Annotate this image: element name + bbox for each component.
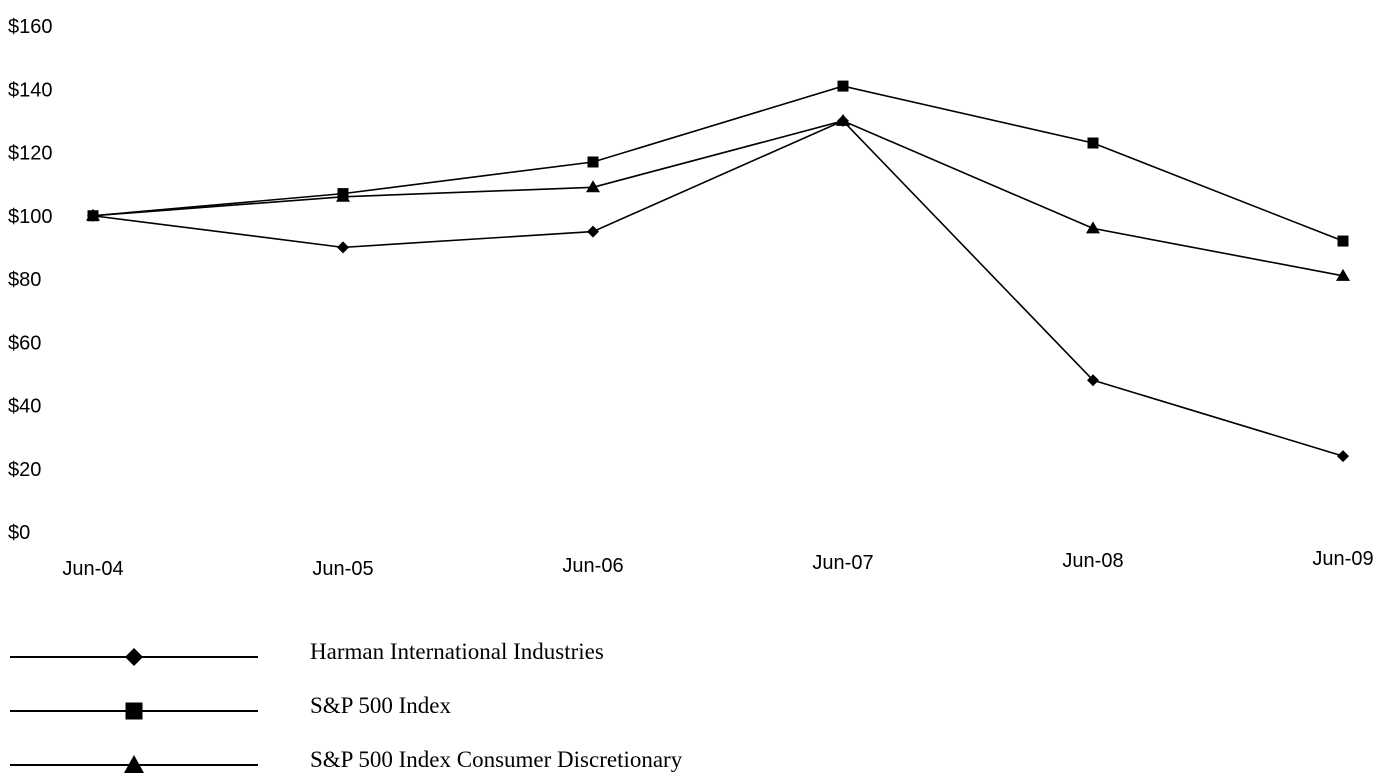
x-tick-label: Jun-08 — [1062, 550, 1123, 572]
legend-item: Harman International Industries — [10, 639, 604, 666]
data-point-diamond — [1337, 450, 1349, 463]
y-tick-label: $60 — [8, 332, 41, 354]
y-tick-label: $100 — [8, 206, 53, 228]
series-triangle — [86, 113, 1350, 281]
series-line — [92, 85, 1344, 242]
legend-square-marker — [125, 702, 143, 720]
x-tick-label: Jun-07 — [812, 552, 873, 574]
data-point-triangle — [836, 113, 850, 126]
y-tick-label: $20 — [8, 459, 41, 481]
series-line — [92, 119, 1344, 457]
data-point-triangle — [586, 180, 600, 193]
legend-label: Harman International Industries — [310, 639, 604, 664]
data-point-diamond — [337, 241, 349, 254]
y-tick-label: $160 — [8, 16, 53, 38]
series-layer — [86, 80, 1350, 463]
y-tick-label: $0 — [8, 522, 30, 544]
data-point-triangle — [336, 189, 350, 202]
data-point-triangle — [1336, 268, 1350, 281]
y-tick-label: $80 — [8, 269, 41, 291]
y-tick-label: $140 — [8, 79, 53, 101]
legend-item: S&P 500 Index — [10, 693, 451, 720]
legend: Harman International Industries S&P 500 I… — [10, 639, 683, 773]
legend-diamond-marker — [125, 648, 143, 666]
y-tick-label: $120 — [8, 143, 53, 165]
x-tick-label: Jun-04 — [62, 558, 123, 580]
data-point-diamond — [1087, 374, 1099, 387]
data-point-triangle — [1086, 221, 1100, 234]
x-tick-label: Jun-05 — [312, 558, 373, 580]
data-point-square — [1337, 235, 1349, 247]
legend-item: S&P 500 Index Consumer Discretionary — [10, 747, 683, 773]
series-square — [87, 80, 1349, 247]
data-point-square — [837, 80, 849, 92]
x-axis-ticks: Jun-04 Jun-05 Jun-06 Jun-07 Jun-08 Jun-09 — [62, 548, 1373, 580]
y-tick-label: $40 — [8, 396, 41, 418]
data-point-triangle — [86, 208, 100, 221]
legend-label: S&P 500 Index Consumer Discretionary — [310, 747, 683, 772]
legend-triangle-marker — [124, 755, 144, 773]
x-tick-label: Jun-06 — [562, 555, 623, 577]
y-axis-ticks: $0 $20 $40 $60 $80 $100 $120 $140 $160 — [8, 16, 53, 544]
data-point-square — [587, 156, 599, 168]
legend-label: S&P 500 Index — [310, 693, 451, 718]
x-tick-label: Jun-09 — [1312, 548, 1373, 570]
series-diamond — [87, 114, 1349, 463]
data-point-diamond — [587, 225, 599, 238]
series-line — [92, 120, 1344, 277]
data-point-square — [1087, 137, 1099, 149]
